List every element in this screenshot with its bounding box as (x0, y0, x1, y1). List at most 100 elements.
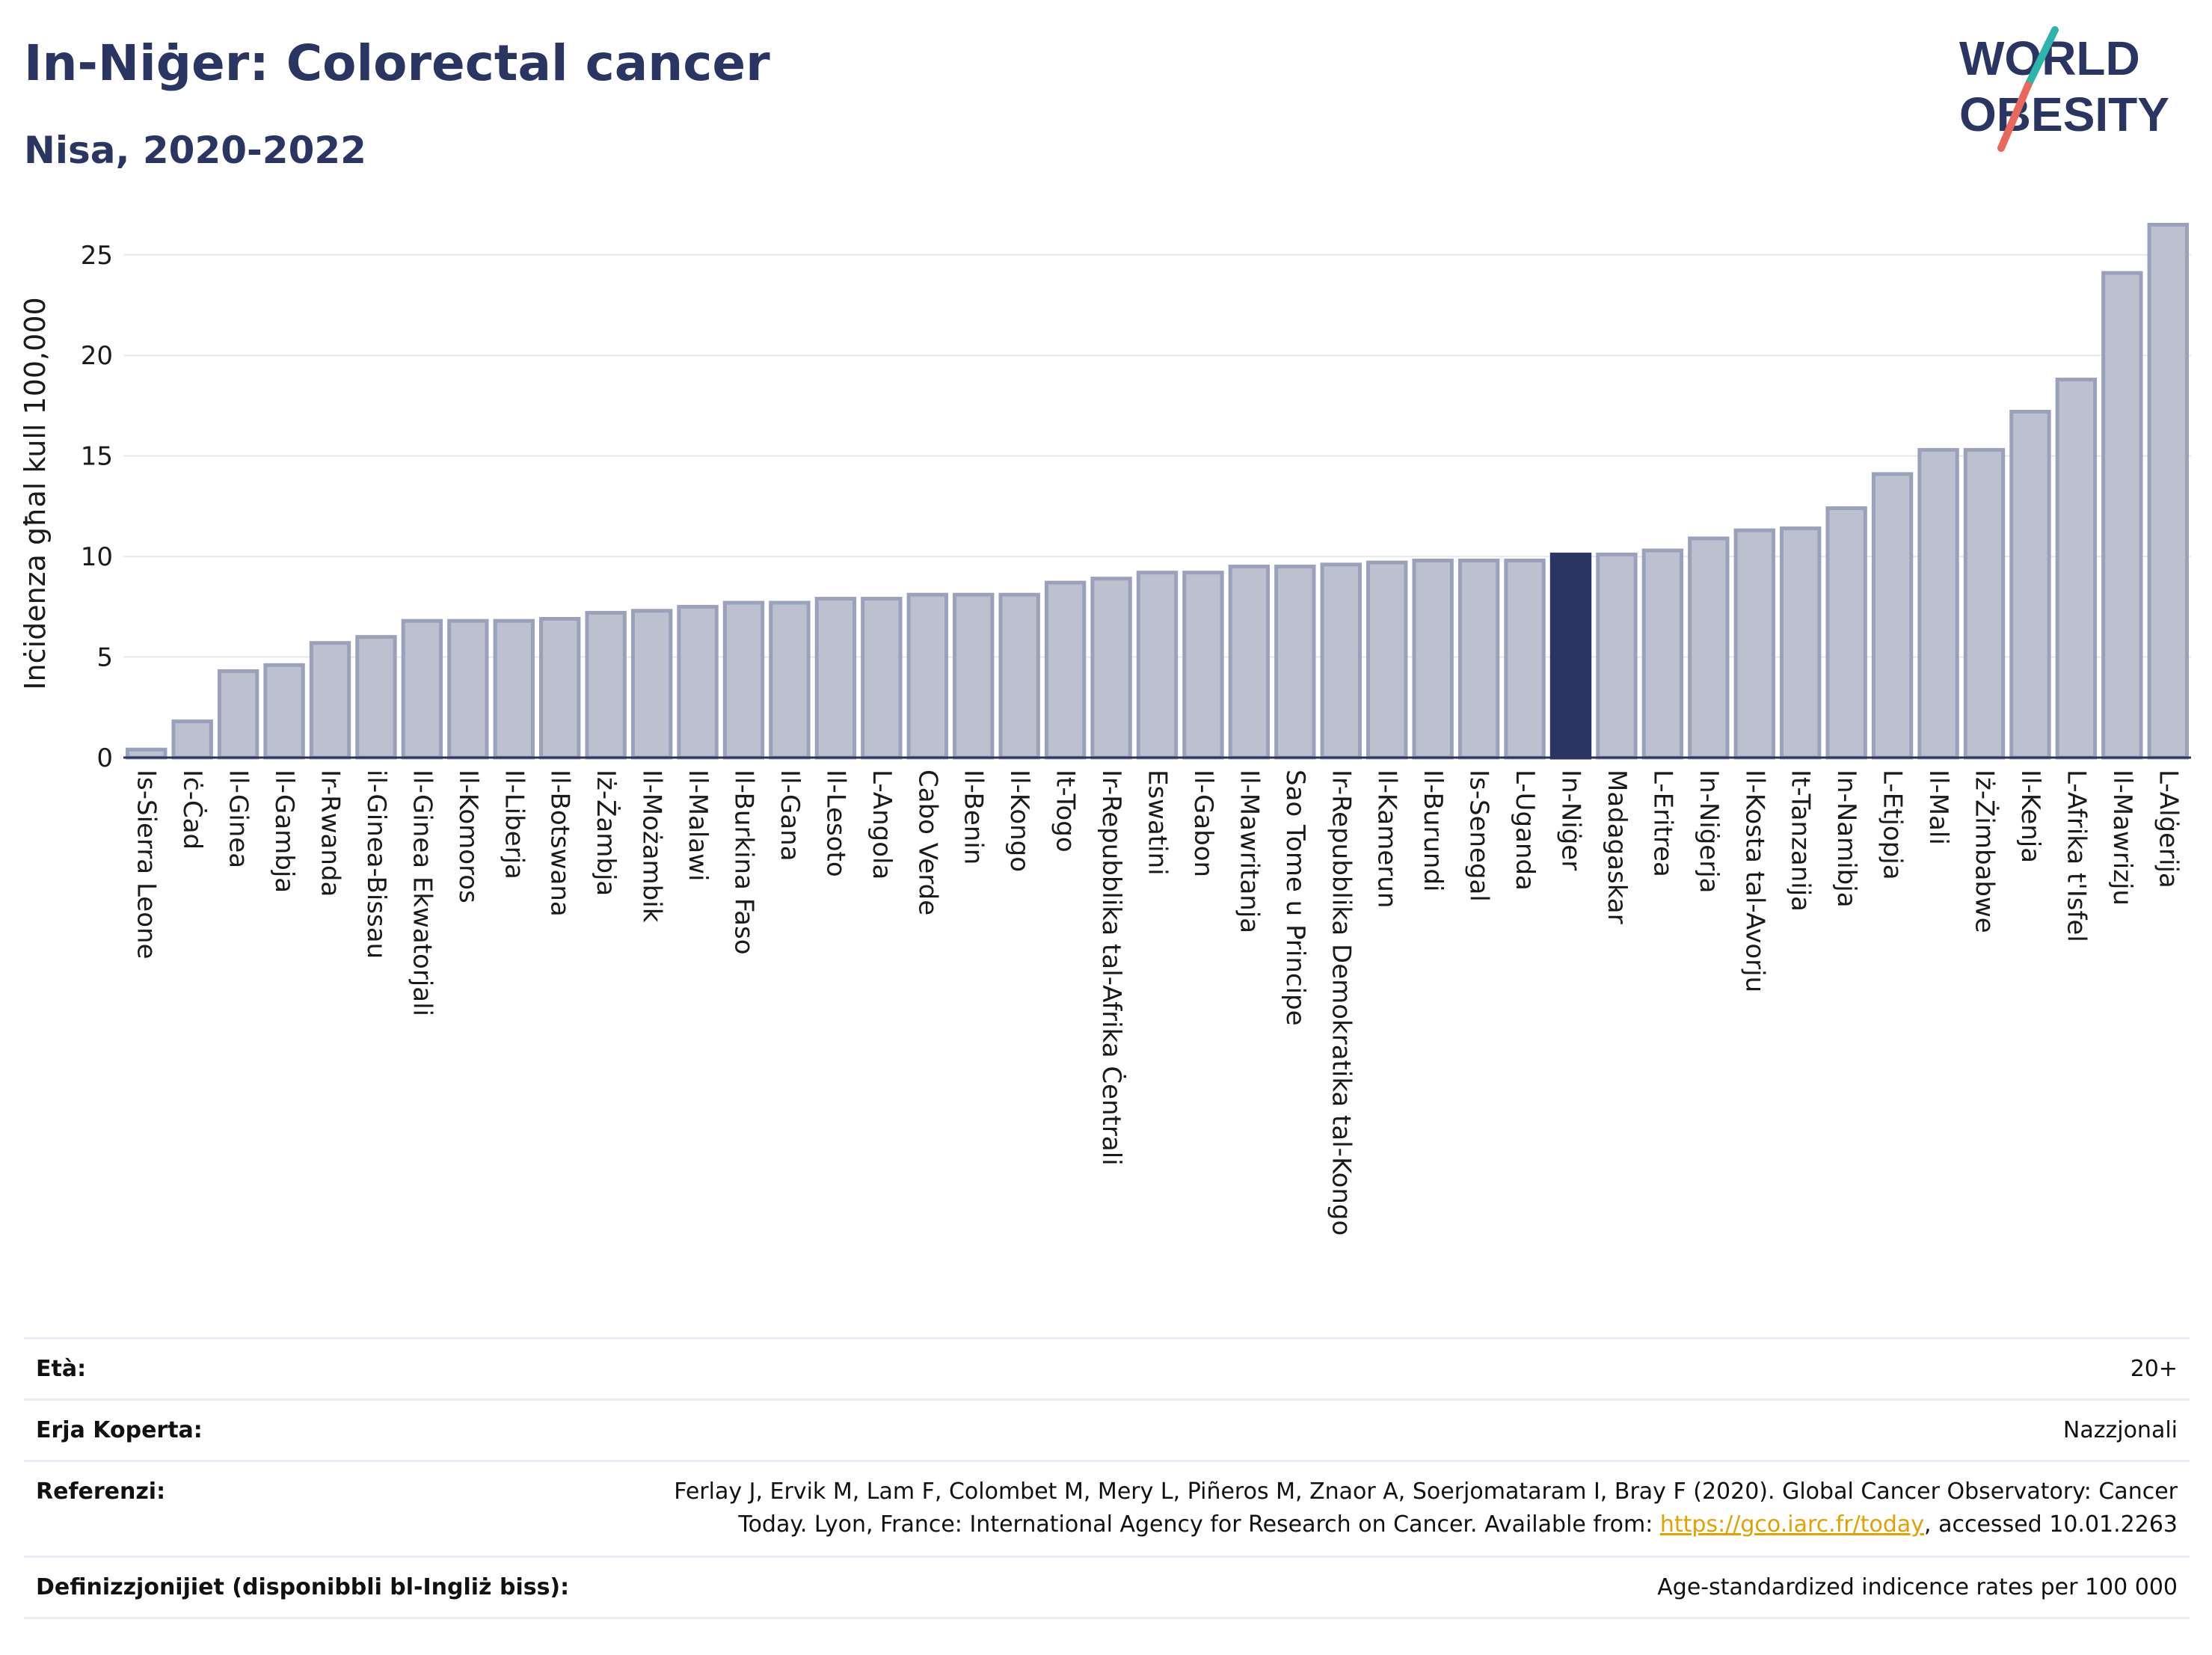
bar (1366, 560, 1408, 760)
references-value: Ferlay J, Ervik M, Lam F, Colombet M, Me… (674, 1476, 2178, 1541)
references-link[interactable]: https://gco.iarc.fr/today (1659, 1511, 1925, 1538)
bars (126, 222, 2189, 760)
bar (1457, 558, 1500, 760)
bar (171, 719, 213, 760)
bar (769, 601, 811, 760)
x-tick-label: L-Afrika t'Isfel (2061, 770, 2091, 942)
x-tick-label: Il-Ginea (224, 770, 254, 868)
logo-slash-red (1997, 82, 2032, 152)
definitions-value: Age-standardized indicence rates per 100… (1657, 1574, 2178, 1600)
x-tick-label: Il-Benin (959, 770, 989, 865)
x-axis-ticks: Is-Sierra Leone Iċ-Ċad Il-Ginea Il-Gambja Ir… (132, 770, 2184, 1235)
bar (1596, 552, 1638, 760)
x-tick-label: Il-Gana (775, 770, 805, 862)
info-table-end (24, 1617, 2190, 1619)
bar (2055, 377, 2098, 760)
bar (1963, 448, 2006, 760)
bar (401, 618, 443, 760)
x-tick-label: It-Tanzanija (1786, 770, 1816, 912)
x-tick-label: Ir-Rwanda (316, 770, 345, 897)
x-tick-label: Sao Tome u Principe (1280, 770, 1310, 1026)
references-line1: Ferlay J, Ervik M, Lam F, Colombet M, Me… (674, 1479, 2178, 1505)
bar (355, 635, 397, 760)
bar (861, 597, 903, 760)
bar (1688, 536, 1730, 760)
bar-chart: 0 5 10 15 20 25 Is-Sierra Leone Iċ-Ċad Il-Ginea… (19, 222, 2191, 1235)
bar (217, 669, 259, 760)
x-tick-label: L-Etjopja (1878, 770, 1908, 880)
bar (1044, 580, 1087, 760)
x-tick-label: Il-Możambik (637, 770, 667, 923)
bar (1780, 526, 1822, 760)
x-tick-label: Il-Malawi (683, 770, 713, 881)
x-tick-label: Iċ-Ċad (177, 770, 208, 850)
x-tick-label: Il-Gabon (1188, 770, 1218, 877)
bar (2009, 410, 2051, 760)
bar (263, 663, 305, 760)
age-value: 20+ (2130, 1356, 2178, 1382)
logo-slash-teal (2024, 26, 2059, 89)
bar (585, 610, 627, 760)
x-tick-label: Il-Lesoto (820, 770, 850, 877)
y-axis-ticks: 0 5 10 15 20 25 (81, 241, 113, 773)
x-tick-label: It-Togo (1051, 770, 1081, 853)
y-tick-label: 25 (81, 241, 113, 271)
x-tick-label: Il-Ginea Ekwatorjali (407, 770, 437, 1016)
x-tick-label: In-Niġer (1556, 770, 1586, 871)
bar (1917, 448, 1959, 760)
x-tick-label: Il-Mali (1923, 770, 1953, 845)
x-tick-label: Is-Senegal (1464, 770, 1494, 902)
coverage-label: Erja Koperta: (36, 1417, 203, 1443)
age-label: Età: (36, 1356, 87, 1382)
info-row-references: Referenzi: Ferlay J, Ervik M, Lam F, Col… (24, 1460, 2190, 1556)
bar-highlighted (1549, 552, 1592, 760)
bar (1182, 571, 1224, 760)
bar (447, 618, 489, 760)
info-row-age: Età: 20+ (24, 1337, 2190, 1398)
bar (1641, 548, 1684, 760)
x-tick-label: Ir-Repubblika tal-Afrika Ċentrali (1096, 770, 1127, 1166)
coverage-value: Nazzjonali (2062, 1417, 2178, 1443)
y-tick-label: 15 (81, 442, 113, 472)
x-tick-label: Il-Kenja (2015, 770, 2045, 863)
x-tick-label: Madagaskar (1602, 770, 1632, 924)
x-tick-label: Il-Kamerun (1372, 770, 1402, 908)
bar (630, 609, 673, 760)
bar (309, 641, 351, 760)
bar (677, 604, 719, 760)
y-tick-label: 20 (81, 341, 113, 371)
bar (539, 616, 581, 760)
x-tick-label: Iż-Żambja (591, 770, 621, 896)
x-tick-label: In-Niġerja (1694, 770, 1724, 893)
x-tick-label: Il-Gambja (269, 770, 299, 893)
chart-subtitle: Nisa, 2020-2022 (24, 129, 366, 172)
references-line2-post: , accessed 10.01.2263 (1924, 1511, 2178, 1538)
world-obesity-logo: WORLD OBESITY (1959, 26, 2169, 152)
definitions-label: Definizzjonijiet (disponibbli bl-Ingliż … (36, 1574, 570, 1600)
x-tick-label: Il-Mawrizju (2107, 770, 2137, 906)
x-tick-label: Cabo Verde (912, 770, 942, 915)
x-tick-label: Iż-Żimbabwe (1970, 770, 2000, 933)
bar (493, 618, 535, 760)
bar (1320, 562, 1362, 760)
bar (2101, 271, 2143, 760)
bar (1871, 472, 1914, 760)
logo-line2: OBESITY (1959, 87, 2169, 141)
bar (1090, 577, 1132, 760)
y-axis-label: Inċidenza għal kull 100,000 (19, 297, 52, 690)
info-row-definitions: Definizzjonijiet (disponibbli bl-Ingliż … (24, 1556, 2190, 1617)
references-line2-pre: Today. Lyon, France: International Agenc… (738, 1511, 1660, 1538)
x-tick-label: L-Alġerija (2153, 770, 2183, 888)
bar (1136, 571, 1179, 760)
x-tick-label: Il-Kongo (1004, 770, 1034, 872)
info-row-coverage: Erja Koperta: Nazzjonali (24, 1398, 2190, 1460)
bar (1228, 565, 1271, 760)
chart-title: In-Niġer: Colorectal cancer (24, 34, 770, 92)
x-tick-label: Is-Sierra Leone (132, 770, 162, 959)
bar (953, 592, 995, 760)
x-tick-label: Ir-Repubblika Demokratika tal-Kongo (1326, 770, 1356, 1235)
x-tick-label: Il-Liberja (499, 770, 529, 879)
x-tick-label: Il-Mawritanja (1234, 770, 1264, 933)
bar (998, 592, 1040, 760)
x-tick-label: L-Angola (867, 770, 897, 879)
